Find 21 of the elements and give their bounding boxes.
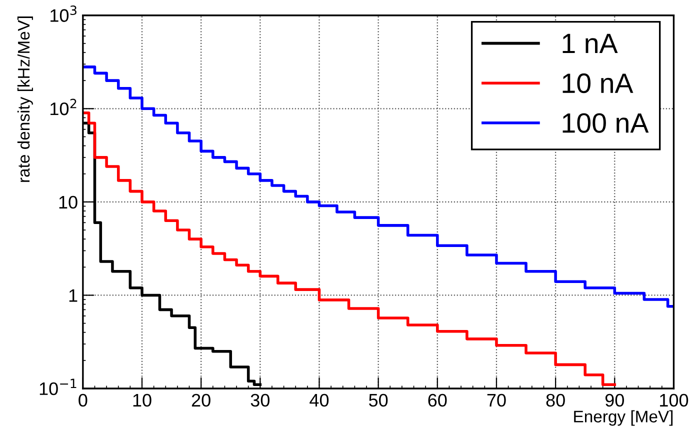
y-tick-label: 10$^{−1}$ bbox=[40, 378, 76, 396]
x-tick-label: 40 bbox=[310, 394, 329, 407]
legend-label: 1 nA bbox=[562, 34, 618, 54]
x-tick-label: 30 bbox=[250, 394, 270, 407]
x-tick-label: 0 bbox=[78, 394, 88, 407]
x-tick-label: 70 bbox=[487, 394, 506, 407]
x-tick-label: 20 bbox=[192, 394, 210, 407]
x-tick-label: 60 bbox=[428, 394, 447, 407]
x-tick-label: 80 bbox=[546, 394, 565, 407]
x-tick-label: 10 bbox=[133, 394, 152, 407]
legend-label: 100 nA bbox=[562, 113, 649, 133]
y-tick-label: 10$^{2}$ bbox=[50, 98, 76, 116]
legend-label: 10 nA bbox=[562, 73, 634, 94]
x-axis-title: Energy [MeV] bbox=[574, 410, 673, 426]
y-tick-label: 10 bbox=[59, 196, 78, 209]
y-axis-title: rate density [kHz/MeV] bbox=[17, 16, 33, 182]
y-tick-label: 10$^{3}$ bbox=[50, 5, 76, 22]
x-tick-label: 100 bbox=[660, 394, 688, 407]
y-tick-label: 1 bbox=[69, 289, 78, 302]
x-tick-label: 50 bbox=[369, 394, 388, 407]
x-tick-label: 90 bbox=[605, 394, 624, 407]
